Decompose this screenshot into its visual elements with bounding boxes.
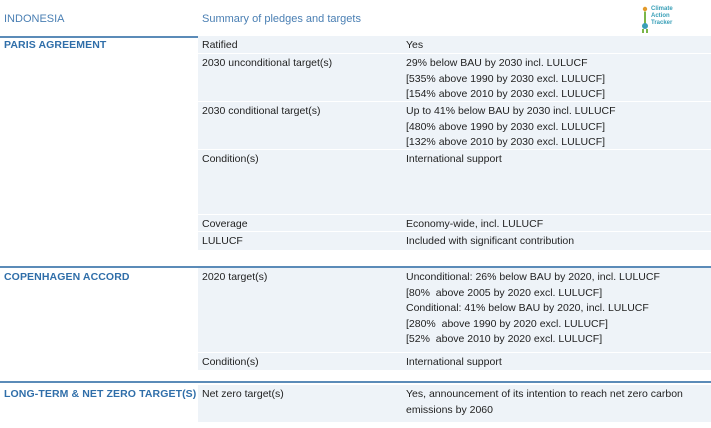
section-paris-agreement: PARIS AGREEMENT Ratified Yes 2030 uncond…	[0, 36, 711, 268]
value-line: [280% above 1990 by 2020 excl. LULUCF]	[406, 317, 608, 330]
table-row: 2030 conditional target(s) Up to 41% bel…	[198, 102, 711, 149]
row-label: LULUCF	[202, 235, 243, 247]
table-row: Net zero target(s) Yes, announcement of …	[198, 385, 711, 422]
row-value: Yes	[406, 38, 706, 54]
row-value: 29% below BAU by 2030 incl. LULUCF [535%…	[406, 56, 706, 103]
section-title: PARIS AGREEMENT	[4, 39, 107, 51]
table-row: Condition(s) International support	[198, 353, 711, 370]
value-line: International support	[406, 356, 502, 368]
value-line: Yes	[406, 39, 424, 51]
row-value: Up to 41% below BAU by 2030 incl. LULUCF…	[406, 104, 706, 151]
section-long-term-net-zero: LONG-TERM & NET ZERO TARGET(S) Net zero …	[0, 385, 711, 428]
row-label: Condition(s)	[202, 153, 259, 165]
row-label: 2030 conditional target(s)	[202, 105, 321, 117]
thermometer-figure-icon	[642, 6, 648, 33]
value-line: emissions by 2060	[406, 403, 493, 416]
logo-text: Climate Action Tracker	[651, 6, 673, 27]
logo-line: Tracker	[651, 20, 673, 26]
table-row: 2030 unconditional target(s) 29% below B…	[198, 54, 711, 101]
row-label: 2030 unconditional target(s)	[202, 57, 333, 69]
value-line: [132% above 2010 by 2030 excl. LULUCF]	[406, 136, 606, 148]
row-value: Included with significant contribution	[406, 234, 706, 250]
value-line: [80% above 2005 by 2020 excl. LULUCF]	[406, 286, 603, 299]
value-line: [480% above 1990 by 2030 excl. LULUCF]	[406, 120, 606, 133]
row-value: Yes, announcement of its intention to re…	[406, 387, 706, 418]
row-value: Unconditional: 26% below BAU by 2020, in…	[406, 270, 706, 348]
climate-action-tracker-logo: Climate Action Tracker	[641, 5, 675, 35]
section-copenhagen-accord: COPENHAGEN ACCORD 2020 target(s) Uncondi…	[0, 268, 711, 383]
value-line: Conditional: 41% below BAU by 2020, incl…	[406, 302, 649, 314]
value-line: Economy-wide, incl. LULUCF	[406, 218, 544, 230]
value-line: Up to 41% below BAU by 2030 incl. LULUCF	[406, 105, 616, 117]
row-label: Ratified	[202, 39, 238, 51]
row-value: International support	[406, 355, 706, 371]
row-label: Coverage	[202, 218, 248, 230]
value-line: Unconditional: 26% below BAU by 2020, in…	[406, 271, 660, 283]
table-row: Coverage Economy-wide, incl. LULUCF	[198, 215, 711, 231]
logo-line: Action	[651, 13, 670, 19]
value-line: 29% below BAU by 2030 incl. LULUCF	[406, 57, 588, 69]
header: INDONESIA Summary of pledges and targets…	[0, 0, 711, 38]
row-label: Net zero target(s)	[202, 388, 284, 400]
table-row: LULUCF Included with significant contrib…	[198, 232, 711, 250]
row-value: International support	[406, 152, 706, 168]
value-line: [52% above 2010 by 2020 excl. LULUCF]	[406, 333, 603, 345]
row-value: Economy-wide, incl. LULUCF	[406, 217, 706, 233]
section-divider	[0, 381, 711, 383]
summary-title: Summary of pledges and targets	[202, 13, 361, 25]
table-row: Ratified Yes	[198, 36, 711, 53]
section-title: LONG-TERM & NET ZERO TARGET(S)	[4, 388, 197, 400]
value-line: International support	[406, 153, 502, 165]
value-line: Yes, announcement of its intention to re…	[406, 388, 683, 400]
section-divider	[0, 266, 711, 268]
country-title: INDONESIA	[4, 13, 65, 25]
row-label: 2020 target(s)	[202, 271, 268, 283]
logo-line: Climate	[651, 6, 673, 12]
table-row: 2020 target(s) Unconditional: 26% below …	[198, 268, 711, 352]
table-row: Condition(s) International support	[198, 150, 711, 214]
value-line: [154% above 2010 by 2030 excl. LULUCF]	[406, 88, 606, 100]
value-line: Included with significant contribution	[406, 235, 575, 247]
row-label: Condition(s)	[202, 356, 259, 368]
section-title: COPENHAGEN ACCORD	[4, 271, 130, 283]
value-line: [535% above 1990 by 2030 excl. LULUCF]	[406, 72, 606, 85]
